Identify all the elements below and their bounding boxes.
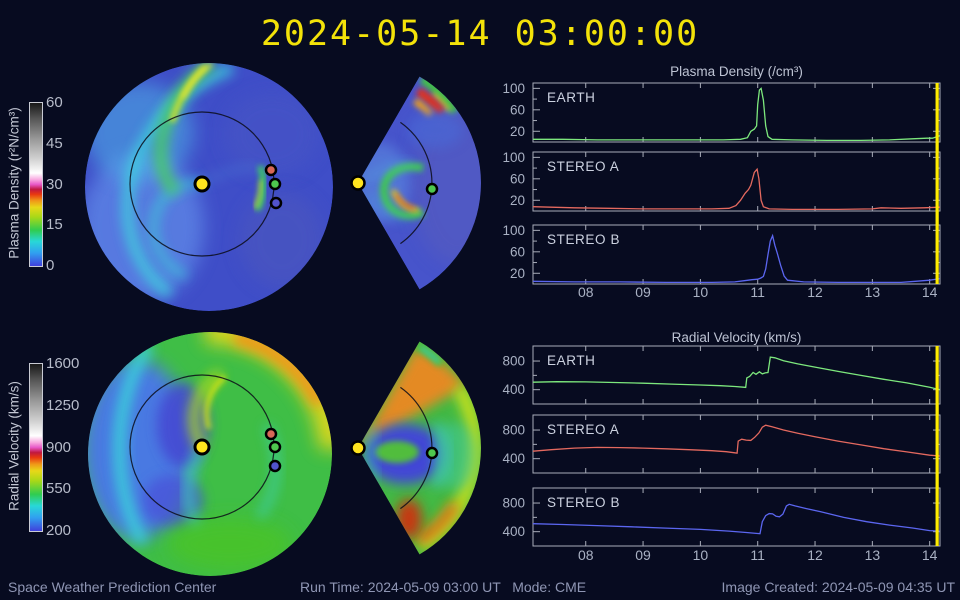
y-tick-label: 20 [510, 266, 525, 281]
page-title: 2024-05-14 03:00:00 [260, 14, 700, 54]
series-line-stereo-a [532, 424, 941, 457]
sun-icon [350, 440, 366, 456]
velocity-colorbar-tick: 1600 [46, 355, 80, 372]
velocity-colorbar-gradient [29, 363, 43, 532]
x-tick-label: 12 [807, 284, 823, 300]
series-line-stereo-b [532, 503, 941, 535]
y-tick-label: 400 [502, 451, 525, 466]
earth-marker [425, 182, 439, 196]
velocity-timeseries-chart: Radial Velocity (km/s) 400 800 EARTH 400 800 S… [502, 330, 941, 563]
series-line-earth [532, 356, 941, 391]
x-tick-label: 10 [693, 284, 709, 300]
x-tick-label: 12 [807, 547, 823, 563]
density-colorbar-tick: 60 [46, 94, 63, 111]
x-tick-label: 09 [635, 547, 651, 563]
y-tick-label: 800 [502, 423, 525, 438]
footer-credit: Space Weather Prediction Center [8, 579, 217, 595]
density-timeseries-chart: Plasma Density (/cm³)2060100EARTH2060100… [502, 64, 941, 300]
chart-title: Plasma Density (/cm³) [670, 64, 803, 79]
stereo-b-marker [269, 196, 283, 210]
x-tick-label: 14 [922, 547, 938, 563]
stereo-b-marker [268, 459, 282, 473]
x-tick-label: 11 [750, 284, 765, 300]
x-tick-label: 09 [635, 284, 651, 300]
earth-marker [268, 177, 282, 191]
y-tick-label: 60 [510, 171, 525, 186]
density-polar-map [85, 63, 333, 311]
series-line-stereo-b [532, 233, 941, 284]
panel-label: EARTH [547, 90, 596, 105]
velocity-colorbar-label: Radial Velocity (km/s) [6, 381, 22, 511]
earth-marker [425, 446, 439, 460]
density-colorbar-label: Plasma Density (r²N/cm³) [6, 107, 22, 259]
density-wedge-art [358, 76, 481, 290]
stereo-a-marker [264, 163, 278, 177]
density-colorbar-gradient [29, 102, 43, 267]
density-wedge-map [350, 76, 481, 290]
y-tick-label: 60 [510, 102, 525, 117]
x-tick-label: 13 [865, 284, 881, 300]
y-tick-label: 100 [502, 81, 525, 96]
density-colorbar-tick: 30 [46, 176, 63, 193]
series-line-earth [533, 87, 941, 142]
y-tick-label: 400 [502, 524, 525, 539]
panel-label: STEREO A [547, 422, 619, 437]
x-tick-label: 14 [922, 284, 938, 300]
x-tick-label: 08 [578, 284, 594, 300]
panel-label: STEREO B [547, 232, 620, 247]
y-tick-label: 400 [502, 382, 525, 397]
velocity-colorbar-tick: 1250 [46, 397, 80, 414]
velocity-colorbar-tick: 550 [46, 480, 72, 497]
y-tick-label: 60 [510, 244, 525, 259]
panel-label: EARTH [547, 353, 596, 368]
sun-icon [193, 175, 211, 193]
y-tick-label: 100 [502, 223, 525, 238]
series-line-stereo-a [532, 167, 941, 211]
velocity-wedge-art [358, 341, 481, 555]
density-colorbar-tick: 45 [46, 135, 63, 152]
y-tick-label: 20 [510, 193, 525, 208]
velocity-map-art [88, 332, 332, 576]
panel-label: STEREO B [547, 495, 620, 510]
chart-title: Radial Velocity (km/s) [672, 330, 802, 345]
y-tick-label: 20 [510, 124, 525, 139]
sun-icon [193, 438, 211, 456]
x-tick-label: 08 [578, 547, 594, 563]
footer-created-info: Image Created: 2024-05-09 04:35 UT [721, 579, 955, 595]
panel-frame [532, 82, 941, 143]
earth-marker [268, 440, 282, 454]
velocity-wedge-map [350, 341, 481, 555]
panel-frame [532, 224, 941, 285]
y-tick-label: 800 [502, 354, 525, 369]
stereo-a-marker [264, 427, 278, 441]
velocity-colorbar-tick: 200 [46, 522, 72, 539]
y-tick-label: 800 [502, 496, 525, 511]
density-colorbar-tick: 0 [46, 257, 55, 274]
x-tick-label: 10 [693, 547, 709, 563]
velocity-polar-map [88, 332, 332, 576]
x-tick-label: 13 [865, 547, 881, 563]
density-colorbar-tick: 15 [46, 216, 63, 233]
sun-icon [350, 175, 366, 191]
velocity-colorbar-tick: 900 [46, 439, 72, 456]
y-tick-label: 100 [502, 150, 525, 165]
panel-label: STEREO A [547, 159, 619, 174]
panel-frame [532, 151, 941, 212]
x-tick-label: 11 [750, 547, 765, 563]
footer-run-info: Run Time: 2024-05-09 03:00 UT Mode: CME [300, 579, 587, 595]
